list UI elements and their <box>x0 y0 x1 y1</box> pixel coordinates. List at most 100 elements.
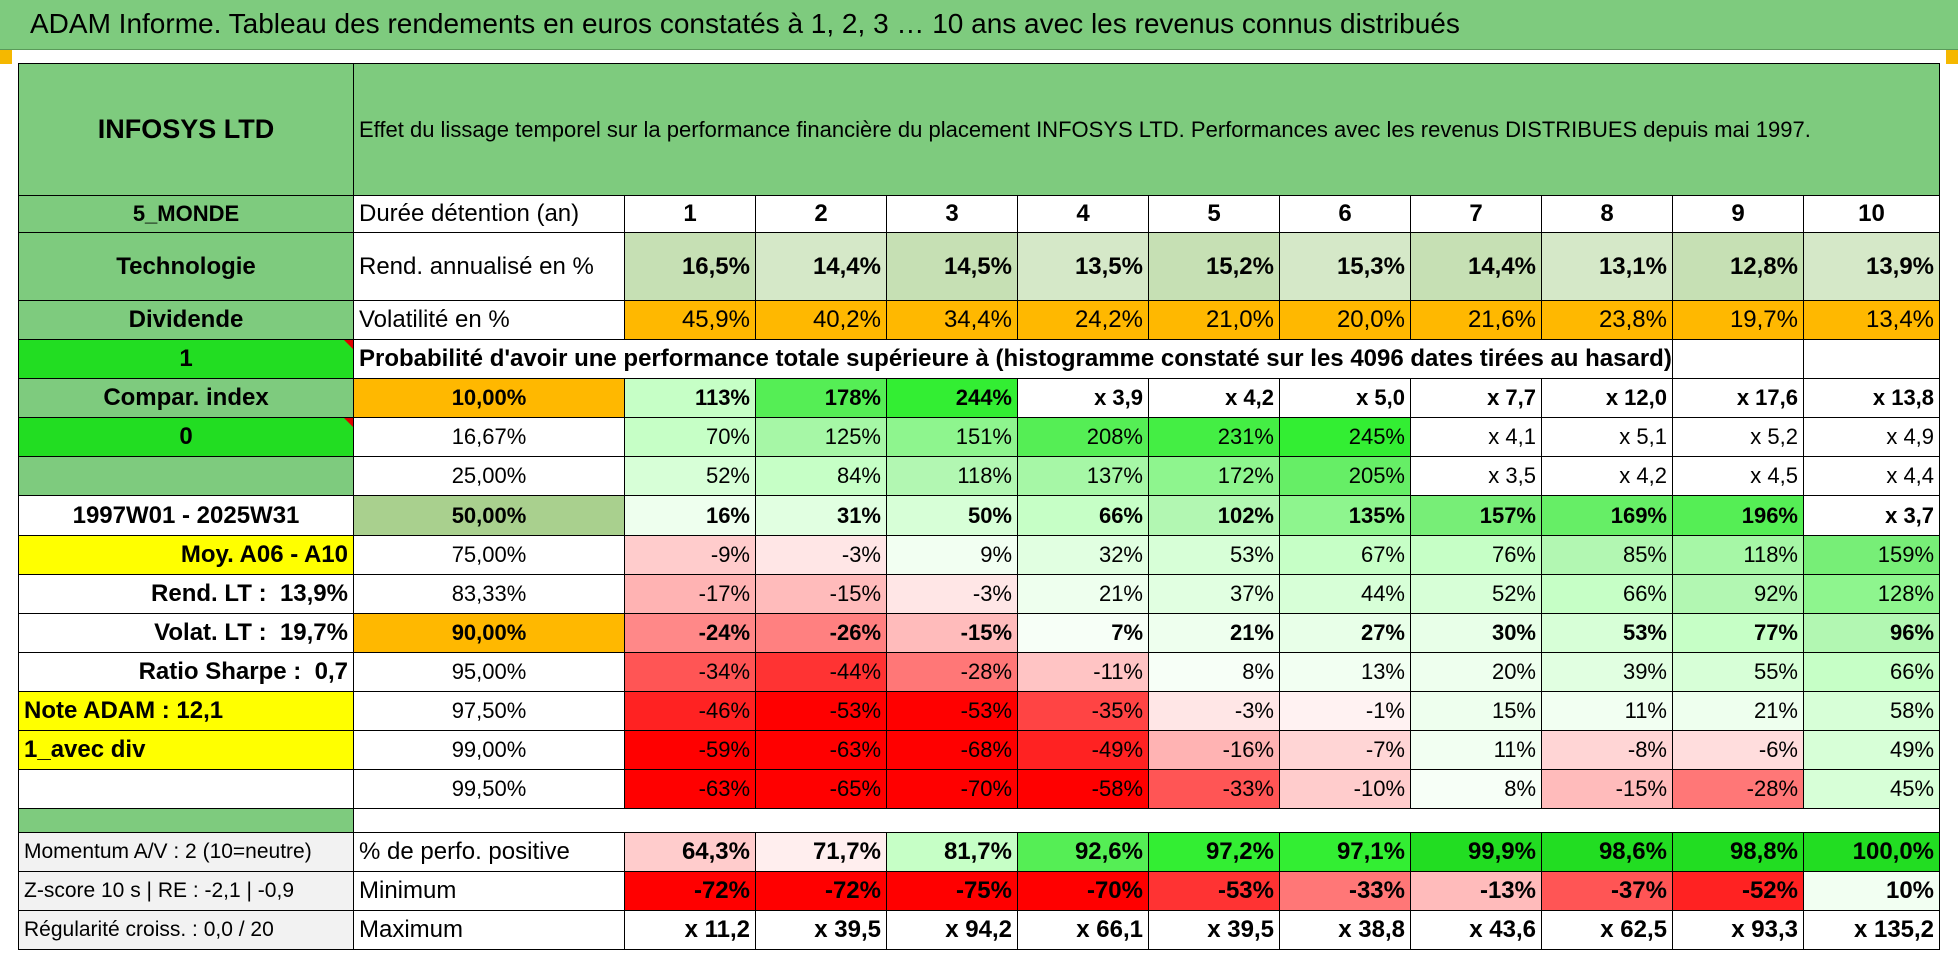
flag-1: 1 <box>18 339 354 379</box>
quantile-value-cell: x 5,1 <box>1541 417 1673 457</box>
annual-return-cell: 12,8% <box>1672 232 1804 301</box>
distribution-mode: 1_avec div <box>18 730 354 770</box>
period-label: 1997W01 - 2025W31 <box>18 495 354 536</box>
quantile-value-cell: -59% <box>624 730 756 770</box>
quantile-value-cell: 151% <box>886 417 1018 457</box>
quantile-value-cell: 20% <box>1410 652 1542 692</box>
annual-return-cell: 16,5% <box>624 232 756 301</box>
quantile-value-cell: -65% <box>755 769 887 809</box>
quantile-value-cell: -28% <box>1672 769 1804 809</box>
sharpe-ratio: Ratio Sharpe : 0,7 <box>18 652 354 692</box>
stat-value-cell: -70% <box>1017 871 1149 911</box>
probability-title: Probabilité d'avoir une performance tota… <box>353 339 1673 379</box>
sidebar-blank <box>18 769 354 809</box>
stat-value-cell: -33% <box>1279 871 1411 911</box>
annual-return-cell: 13,5% <box>1017 232 1149 301</box>
quantile-value-cell: -63% <box>624 769 756 809</box>
duration-header: 8 <box>1541 195 1673 233</box>
quantile-value-cell: 44% <box>1279 574 1411 614</box>
quantile-value-cell: -49% <box>1017 730 1149 770</box>
stat-value-cell: x 39,5 <box>755 910 887 950</box>
quantile-value-cell: x 17,6 <box>1672 378 1804 418</box>
volatility-cell: 24,2% <box>1017 300 1149 340</box>
duration-label: Durée détention (an) <box>353 195 625 233</box>
quantile-value-cell: -53% <box>755 691 887 731</box>
quantile-value-cell: 208% <box>1017 417 1149 457</box>
quantile-value-cell: 66% <box>1017 495 1149 536</box>
volatility-cell: 20,0% <box>1279 300 1411 340</box>
quantile-value-cell: 8% <box>1410 769 1542 809</box>
quantile-value-cell: 37% <box>1148 574 1280 614</box>
quantile-value-cell: 125% <box>755 417 887 457</box>
spacer-cell <box>18 808 354 833</box>
stat-value-cell: x 39,5 <box>1148 910 1280 950</box>
quantile-label: 75,00% <box>353 535 625 575</box>
quantile-value-cell: -9% <box>624 535 756 575</box>
rend-lt-label: Rend. LT : <box>151 580 267 607</box>
sidebar-blank <box>18 456 354 496</box>
stat-value-cell: 81,7% <box>886 832 1018 872</box>
quantile-value-cell: -34% <box>624 652 756 692</box>
quantile-value-cell: -63% <box>755 730 887 770</box>
performance-table: INFOSYS LTD Effet du lissage temporel su… <box>18 63 1941 950</box>
quantile-value-cell: x 7,7 <box>1410 378 1542 418</box>
stat-value-cell: x 43,6 <box>1410 910 1542 950</box>
quantile-value-cell: -44% <box>755 652 887 692</box>
quantile-value-cell: 52% <box>624 456 756 496</box>
volatility-cell: 34,4% <box>886 300 1018 340</box>
volat-lt-label: Volat. LT : <box>154 619 267 646</box>
quantile-value-cell: 244% <box>886 378 1018 418</box>
stat-value-cell: -13% <box>1410 871 1542 911</box>
quantile-value-cell: -53% <box>886 691 1018 731</box>
quantile-value-cell: 49% <box>1802 730 1941 770</box>
quantile-label: 25,00% <box>353 456 625 496</box>
duration-header: 5 <box>1148 195 1280 233</box>
quantile-label: 99,00% <box>353 730 625 770</box>
annual-return-cell: 13,1% <box>1541 232 1673 301</box>
quantile-value-cell: -8% <box>1541 730 1673 770</box>
duration-header: 4 <box>1017 195 1149 233</box>
quantile-value-cell: -3% <box>755 535 887 575</box>
stat-label: % de perfo. positive <box>353 832 625 872</box>
fund-name: INFOSYS LTD <box>18 63 354 196</box>
moy-label: Moy. A06 - A10 <box>18 535 354 575</box>
quantile-value-cell: x 13,8 <box>1802 378 1941 418</box>
quantile-value-cell: x 3,9 <box>1017 378 1149 418</box>
quantile-label: 10,00% <box>353 378 625 418</box>
quantile-value-cell: 92% <box>1672 574 1804 614</box>
quantile-value-cell: x 4,2 <box>1148 378 1280 418</box>
quantile-value-cell: -10% <box>1279 769 1411 809</box>
quantile-value-cell: 7% <box>1017 613 1149 653</box>
quantile-value-cell: 32% <box>1017 535 1149 575</box>
flag-2: 0 <box>18 417 354 457</box>
stat-value-cell: -72% <box>755 871 887 911</box>
corner-marker-left <box>0 50 12 64</box>
quantile-value-cell: 66% <box>1541 574 1673 614</box>
stat-value-cell: x 38,8 <box>1279 910 1411 950</box>
quantile-value-cell: x 5,0 <box>1279 378 1411 418</box>
stat-value-cell: x 66,1 <box>1017 910 1149 950</box>
stat-value-cell: 97,2% <box>1148 832 1280 872</box>
quantile-label: 95,00% <box>353 652 625 692</box>
volatility-cell: 40,2% <box>755 300 887 340</box>
stat-value-cell: 64,3% <box>624 832 756 872</box>
quantile-value-cell: 11% <box>1410 730 1542 770</box>
stat-value-cell: 97,1% <box>1279 832 1411 872</box>
quantile-value-cell: 13% <box>1279 652 1411 692</box>
quantile-value-cell: 96% <box>1802 613 1941 653</box>
quantile-value-cell: x 12,0 <box>1541 378 1673 418</box>
quantile-label: 83,33% <box>353 574 625 614</box>
stat-value-cell: 98,6% <box>1541 832 1673 872</box>
stat-value-cell: 71,7% <box>755 832 887 872</box>
duration-header: 6 <box>1279 195 1411 233</box>
quantile-value-cell: 172% <box>1148 456 1280 496</box>
quantile-value-cell: 137% <box>1017 456 1149 496</box>
quantile-value-cell: 53% <box>1541 613 1673 653</box>
quantile-value-cell: -33% <box>1148 769 1280 809</box>
annual-return-cell: 13,9% <box>1802 232 1941 301</box>
quantile-value-cell: x 4,4 <box>1802 456 1941 496</box>
quantile-value-cell: -68% <box>886 730 1018 770</box>
quantile-value-cell: 58% <box>1802 691 1941 731</box>
volatility-cell: 45,9% <box>624 300 756 340</box>
quantile-value-cell: 113% <box>624 378 756 418</box>
